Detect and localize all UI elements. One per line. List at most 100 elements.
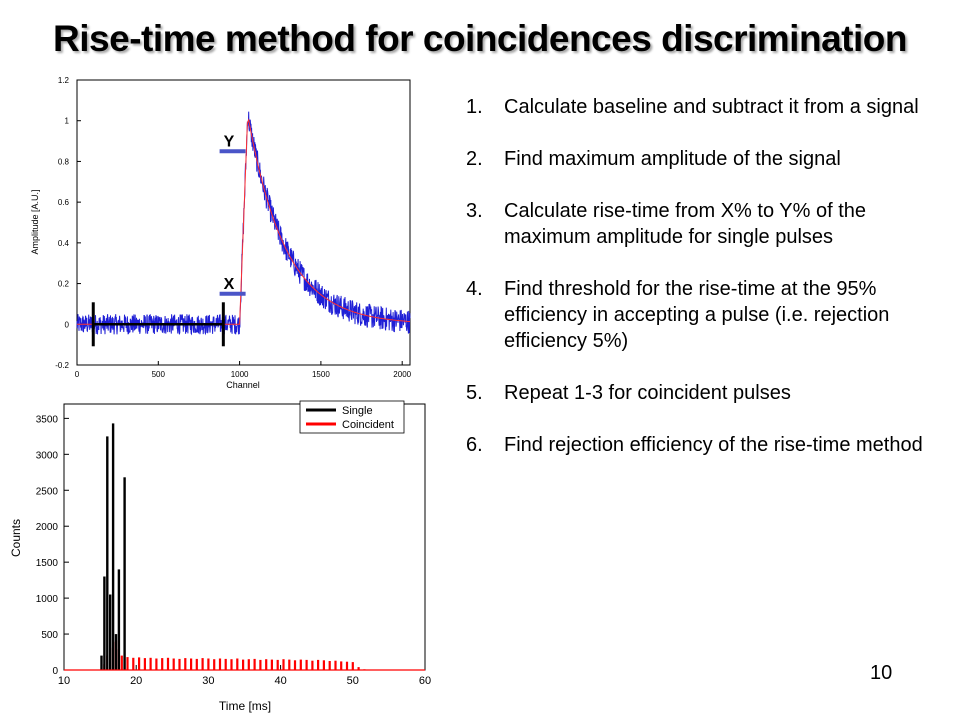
single-bar — [109, 594, 112, 670]
histogram-x-tick-label: 40 — [274, 675, 286, 687]
coincident-bar — [305, 659, 308, 670]
pulse-y-tick-label: 0 — [65, 320, 70, 329]
coincident-bar — [201, 658, 204, 670]
histogram-y-tick-label: 1500 — [36, 558, 59, 569]
coincident-bar — [357, 667, 360, 670]
histogram-x-tick-label: 10 — [58, 675, 70, 687]
step-item-5: 5. Repeat 1-3 for coincident pulses — [466, 380, 936, 406]
coincident-bar — [213, 659, 216, 670]
pulse-y-tick-label: 0.6 — [58, 198, 70, 207]
coincident-bar — [190, 658, 193, 670]
coincident-bar — [340, 661, 343, 670]
single-bar — [106, 436, 109, 670]
histogram-y-tick-label: 1000 — [36, 594, 59, 605]
coincident-bar — [166, 657, 170, 670]
coincident-bar — [253, 658, 256, 670]
coincident-bar — [311, 660, 314, 670]
step-item-2: 2. Find maximum amplitude of the signal — [466, 146, 936, 172]
y-level-label: Y — [224, 133, 235, 150]
coincident-bar — [184, 658, 187, 670]
coincident-bar — [282, 659, 285, 670]
histogram-y-axis-label: Counts — [9, 519, 23, 557]
histogram-y-tick-label: 0 — [52, 666, 58, 677]
legend-box — [299, 400, 405, 434]
pulse-chart: 0 500 1000 1500 2000 -0.2 0 0.2 0.4 0.6 0.8 1 1.2 X Y… — [30, 76, 412, 390]
coincident-bar — [236, 658, 239, 670]
coincident-bar — [178, 658, 181, 670]
coincident-bar — [230, 659, 233, 670]
coincident-bar — [328, 661, 331, 670]
pulse-x-tick-label: 1500 — [312, 370, 330, 379]
coincident-bar — [322, 660, 325, 670]
pulse-y-tick-label: 1 — [65, 117, 70, 126]
x-level-label: X — [224, 276, 235, 293]
step-text: Calculate baseline and subtract it from … — [504, 96, 919, 118]
coincident-bar — [270, 659, 273, 670]
step-number: 6. — [466, 434, 483, 456]
pulse-y-tick-label: 0.8 — [58, 157, 70, 166]
pulse-x-axis-label: Channel — [226, 380, 260, 390]
single-bar — [114, 634, 118, 670]
pulse-x-tick-label: 2000 — [393, 370, 411, 379]
coincident-bar — [143, 658, 146, 670]
coincident-bar — [138, 657, 141, 670]
step-text: Calculate rise-time from X% to Y% of the… — [504, 200, 866, 248]
coincident-bar — [345, 661, 349, 670]
single-bar — [111, 423, 115, 670]
step-text: Repeat 1-3 for coincident pulses — [504, 382, 791, 404]
single-bar — [123, 477, 126, 670]
coincident-bar — [317, 659, 320, 670]
pulse-x-tick-label: 500 — [152, 370, 166, 379]
coincident-bar — [247, 659, 250, 670]
legend-single-label: Single — [342, 405, 373, 417]
step-number: 2. — [466, 148, 483, 170]
coincident-bar — [293, 660, 297, 670]
step-text: Find rejection efficiency of the rise-ti… — [504, 434, 923, 456]
coincident-bar — [265, 659, 268, 670]
histogram-x-tick-label: 60 — [419, 675, 431, 687]
coincident-bar — [259, 659, 262, 670]
step-text: Find maximum amplitude of the signal — [504, 148, 841, 170]
histogram-y-tick-label: 2500 — [36, 486, 59, 497]
coincident-bar — [299, 659, 302, 670]
step-number: 3. — [466, 200, 483, 222]
coincident-bar — [334, 660, 337, 670]
histogram-x-tick-label: 20 — [130, 675, 142, 687]
pulse-y-tick-label: 0.4 — [58, 239, 70, 248]
histogram-x-tick-label: 50 — [347, 675, 359, 687]
step-number: 1. — [466, 96, 483, 118]
histogram-y-tick-label: 2000 — [36, 522, 59, 533]
coincident-bar — [155, 658, 158, 670]
coincident-bar — [207, 658, 210, 670]
coincident-bar — [242, 659, 245, 670]
histogram-legend: Single Coincident — [299, 400, 405, 434]
coincident-bar — [149, 657, 152, 670]
coincident-bar — [195, 658, 198, 670]
slide-title: Rise-time method for coincidences discri… — [53, 18, 907, 59]
step-number: 4. — [466, 278, 483, 300]
pulse-x-tick-label: 1000 — [231, 370, 249, 379]
histogram-y-tick-label: 3000 — [36, 450, 59, 461]
coincident-bar — [161, 658, 164, 670]
step-number: 5. — [466, 382, 483, 404]
coincident-bar — [224, 658, 227, 670]
step-item-1: 1. Calculate baseline and subtract it fro… — [466, 94, 936, 120]
step-item-6: 6. Find rejection efficiency of the rise-… — [466, 432, 936, 458]
histogram-y-tick-label: 500 — [41, 630, 58, 641]
histogram-x-axis-label: Time [ms] — [219, 699, 271, 713]
slide-number: 10 — [870, 662, 893, 684]
step-text: Find threshold for the rise-time at the … — [504, 278, 890, 352]
pulse-x-tick-label: 0 — [75, 370, 80, 379]
pulse-y-axis-label: Amplitude [A.U.] — [30, 189, 40, 254]
coincident-bar — [172, 658, 175, 670]
steps-list: 1. Calculate baseline and subtract it fro… — [466, 94, 936, 484]
step-item-3: 3. Calculate rise-time from X% to Y% of t… — [466, 198, 936, 250]
coincident-bar — [288, 659, 291, 670]
pulse-y-tick-label: -0.2 — [55, 361, 69, 370]
coincident-bar — [276, 659, 279, 670]
coincident-bar — [120, 655, 123, 670]
step-item-4: 4. Find threshold for the rise-time at th… — [466, 276, 936, 354]
single-bar — [103, 576, 106, 670]
single-bar — [117, 569, 121, 670]
histogram-y-tick-label: 3500 — [36, 414, 59, 425]
